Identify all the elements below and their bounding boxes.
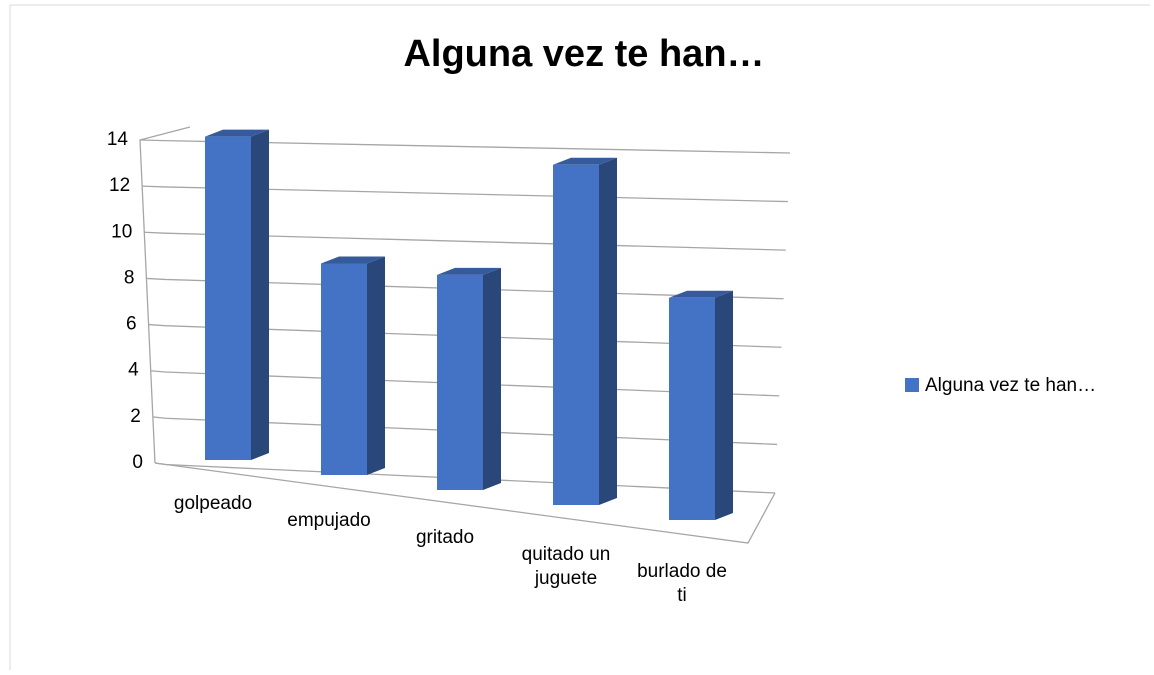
bar-face [553, 164, 599, 506]
y-tick-label: 10 [111, 221, 132, 242]
x-tick-label: golpeado [173, 493, 253, 514]
bar-face [553, 157, 617, 165]
bar-face [321, 256, 385, 264]
bar [321, 256, 385, 475]
y-tick-label: 8 [124, 267, 135, 288]
bar-face [437, 267, 501, 275]
x-tick-label: empujado [287, 510, 371, 531]
bar [205, 129, 269, 460]
y-tick-label: 2 [130, 406, 141, 427]
frame [9, 4, 1150, 670]
bar-face [669, 297, 715, 520]
bar [669, 290, 733, 520]
bar-face [321, 263, 367, 475]
bar-face [367, 256, 385, 475]
chart-title: Alguna vez te han… [403, 33, 764, 75]
bar-face [483, 267, 501, 490]
legend-swatch [905, 378, 919, 392]
bar-face [205, 136, 251, 460]
x-tick-label: gritado [415, 527, 475, 548]
grid-line [139, 139, 791, 154]
y-tick-label: 14 [107, 129, 129, 150]
y-tick-label: 0 [132, 452, 143, 473]
y-tick-label: 12 [109, 175, 130, 196]
legend-label: Alguna vez te han… [925, 375, 1096, 396]
left-wall [139, 126, 191, 464]
bar-face [437, 274, 483, 490]
floor [154, 462, 776, 544]
x-tick-label: quitado un juguete [521, 544, 611, 589]
x-tick-label: burlado de ti [637, 561, 727, 606]
bar-face [599, 157, 617, 506]
bar-face [669, 290, 733, 298]
bar [437, 267, 501, 490]
y-tick-label: 6 [126, 314, 137, 335]
bar-face [251, 129, 269, 460]
bar [553, 157, 617, 506]
bar-face [205, 129, 269, 137]
y-tick-label: 4 [128, 360, 139, 381]
bar-face [715, 290, 733, 520]
